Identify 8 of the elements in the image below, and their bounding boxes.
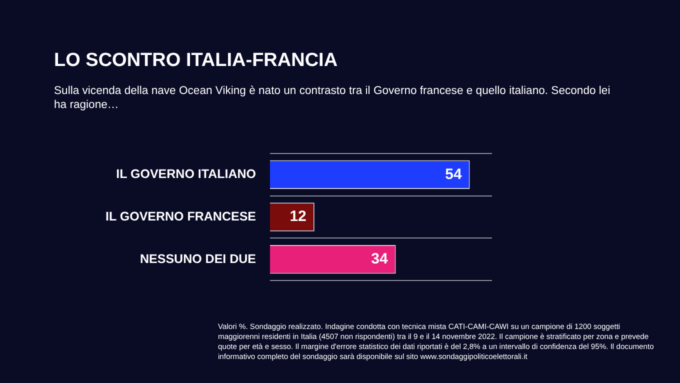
data-label: 34 <box>371 250 388 268</box>
data-label: 12 <box>290 208 306 226</box>
chart-title: LO SCONTRO ITALIA-FRANCIA <box>54 50 338 72</box>
y-tick-label: NESSUNO DEI DUE <box>140 252 256 266</box>
chart-subtitle: Sulla vicenda della nave Ocean Viking è nato un contrasto tra il Governo francese e quello italiano. Secondo lei ha ragione… <box>54 84 612 112</box>
y-tick-label: IL GOVERNO FRANCESE <box>106 209 256 224</box>
y-tick-label: IL GOVERNO ITALIANO <box>116 167 256 182</box>
data-label: 54 <box>445 166 462 183</box>
